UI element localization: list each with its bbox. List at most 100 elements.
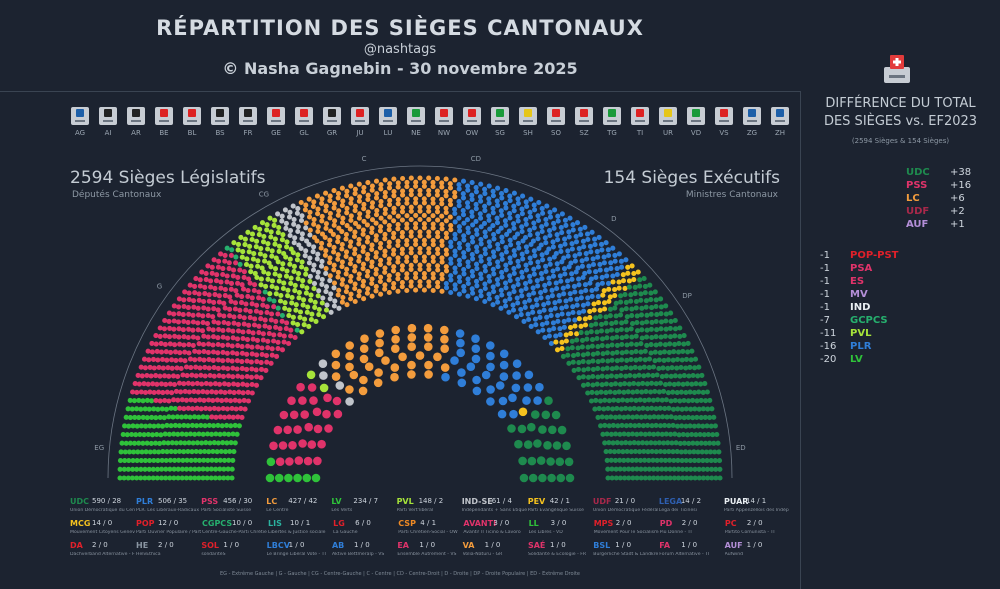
legislative-seat-udc: [603, 390, 609, 396]
legislative-seat-udc: [653, 297, 659, 303]
legislative-seat-plr: [482, 264, 488, 270]
legislative-seat-udc: [653, 449, 659, 455]
legislative-seat-lc: [327, 260, 333, 266]
legislative-seat-plr: [518, 288, 524, 294]
legend-seat-count: 148 / 2: [418, 497, 444, 505]
legislative-seat-pss: [244, 382, 250, 388]
legislative-seat-plr: [573, 239, 580, 245]
legislative-seat-plr: [538, 271, 544, 277]
executive-seat-pss: [279, 410, 289, 420]
legislative-seat-plr: [511, 248, 517, 254]
legislative-seat-udc: [658, 326, 664, 332]
legislative-seat-lc: [327, 210, 333, 217]
executive-seat-plr: [512, 371, 521, 380]
legislative-seat-plr: [551, 254, 557, 260]
legislative-seat-pvl: [272, 266, 279, 272]
legend-item-lc: LC 427 / 42 Le Centre: [266, 497, 330, 519]
legislative-seat-lc: [352, 285, 358, 292]
legislative-seat-pss: [139, 373, 145, 379]
legislative-seat-lc: [413, 221, 419, 227]
legislative-seat-lv: [153, 415, 159, 421]
legislative-seat-lc: [303, 202, 309, 208]
loss-row-mv: -1 MV: [820, 289, 868, 300]
legislative-seat-lc: [352, 186, 358, 192]
legend-party-name: Mouvement Citoyens Genevois - GE: [70, 530, 135, 535]
legislative-seat-udc: [610, 440, 616, 446]
legislative-seat-lc: [404, 271, 410, 277]
legislative-seat-lv: [200, 414, 206, 420]
legislative-seat-plr: [515, 300, 521, 306]
legislative-seat-udc: [600, 351, 606, 357]
legislative-seat-lc: [331, 188, 337, 194]
legislative-seat-pvl: [301, 322, 307, 328]
legislative-seat-plr: [531, 266, 537, 272]
legislative-seat-lv: [137, 431, 143, 438]
legislative-seat-plr: [555, 312, 561, 319]
legislative-seat-udc: [628, 326, 634, 332]
legislative-seat-pss: [196, 291, 202, 297]
legislative-seat-plr: [592, 242, 598, 248]
legislative-seat-udc: [628, 365, 634, 371]
ballot-box-icon: [463, 107, 481, 125]
legislative-seat-udc: [617, 414, 623, 420]
legislative-seat-udc: [675, 475, 682, 481]
legislative-seat-lc: [404, 238, 410, 244]
legislative-seat-plr: [470, 290, 476, 296]
legislative-seat-lv: [155, 423, 161, 429]
legislative-seat-plr: [548, 340, 554, 347]
legislative-seat-pev: [631, 277, 637, 283]
legislative-seat-plr: [469, 209, 475, 215]
legislative-seat-udc: [665, 440, 671, 446]
legislative-seat-lc: [373, 288, 379, 294]
legislative-seat-udc: [642, 397, 648, 403]
legislative-seat-pss: [220, 373, 227, 379]
legislative-seat-pvl: [288, 280, 294, 286]
legislative-seat-lv: [220, 440, 226, 446]
legislative-seat-plr: [570, 309, 576, 316]
legislative-seat-lv: [176, 457, 182, 463]
legislative-seat-udc: [604, 350, 610, 356]
legislative-seat-udc: [655, 414, 661, 420]
canton-be: BE: [154, 107, 174, 137]
legislative-seat-pvl: [273, 291, 279, 297]
legislative-seat-lc: [369, 242, 375, 248]
legislative-seat-udc: [644, 312, 650, 318]
legislative-seat-lv: [196, 414, 202, 420]
legislative-seat-pvl: [288, 275, 294, 281]
legislative-seat-lv: [170, 414, 176, 420]
legislative-seat-pss: [279, 347, 286, 353]
legislative-seat-udc: [647, 282, 653, 288]
legislative-seat-lc: [315, 206, 321, 212]
legislative-seat-udc: [639, 320, 645, 326]
difference-title-line1: DIFFÉRENCE DU TOTAL: [825, 96, 976, 111]
legislative-seat-udc: [604, 335, 610, 341]
legislative-seat-lc: [377, 245, 383, 251]
legislative-seat-lc: [356, 293, 362, 299]
legislative-seat-pss: [227, 294, 233, 300]
legislative-seat-pss: [199, 328, 206, 334]
legislative-seat-pss: [284, 320, 290, 326]
legend-abbr: AUF: [724, 541, 743, 550]
legislative-seat-pss: [166, 334, 173, 340]
legend-seat-count: 4 / 1: [420, 519, 437, 527]
legislative-seat-udc: [681, 397, 687, 404]
legislative-seat-plr: [507, 255, 513, 261]
legislative-seat-udc: [650, 466, 657, 472]
legislative-seat-pvl: [265, 271, 271, 277]
canton-label: TI: [636, 129, 644, 137]
legislative-seat-lc: [339, 259, 345, 265]
legislative-seat-pss: [168, 349, 174, 355]
legislative-seat-plr: [478, 224, 484, 230]
executive-seat-plr: [535, 382, 544, 392]
legislative-seat-lc: [408, 266, 414, 272]
legislative-seat-pvl: [320, 314, 327, 320]
legislative-seat-udc: [653, 318, 659, 325]
legislative-seat-lv: [118, 449, 124, 455]
legislative-seat-udc: [643, 389, 649, 395]
legend-abbr: LBCV: [266, 541, 290, 550]
executive-seat-plr: [499, 372, 509, 381]
legislative-seat-plr: [561, 318, 567, 324]
legislative-seat-pvl: [268, 234, 274, 240]
legislative-seat-udc: [712, 449, 718, 455]
legend-seat-count: 506 / 35: [158, 497, 188, 505]
